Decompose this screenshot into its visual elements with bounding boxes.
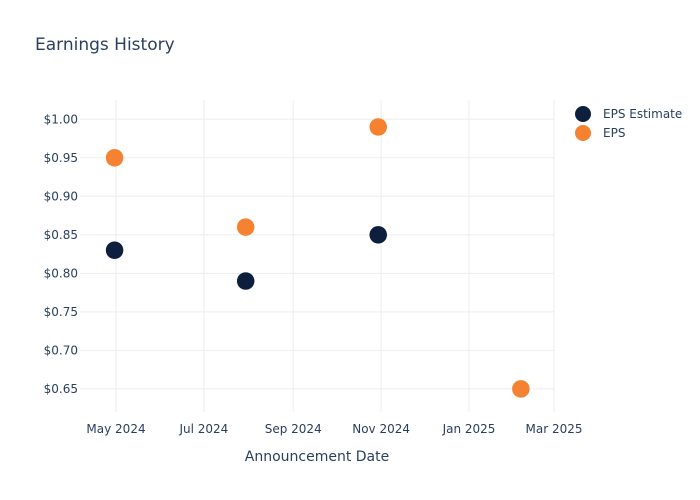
y-axis-ticks: $0.65 $0.70 $0.75 $0.80 $0.85 $0.90 $0.95 $1.00 xyxy=(44,112,78,396)
eps-point xyxy=(368,117,388,137)
legend-marker xyxy=(575,125,591,141)
y-tick-label: $1.00 xyxy=(44,112,78,126)
grid xyxy=(80,100,555,412)
eps-point xyxy=(105,148,124,168)
eps-estimate-point xyxy=(368,225,388,245)
x-axis-ticks: May 2024 Jul 2024 Sep 2024 Nov 2024 Jan 2025… xyxy=(86,422,582,436)
eps-point xyxy=(511,379,531,399)
legend-label: EPS xyxy=(603,126,625,140)
legend-label: EPS Estimate xyxy=(603,107,682,121)
data-points xyxy=(105,117,531,399)
y-tick-label: $0.90 xyxy=(44,189,78,203)
x-tick-label: Mar 2025 xyxy=(526,422,583,436)
x-axis-title: Announcement Date xyxy=(245,449,389,465)
legend: EPS Estimate EPS xyxy=(575,106,682,141)
x-tick-label: Jan 2025 xyxy=(442,422,496,436)
y-tick-label: $0.80 xyxy=(44,266,78,280)
y-tick-label: $0.95 xyxy=(44,151,78,165)
x-tick-label: Jul 2024 xyxy=(178,422,228,436)
y-tick-label: $0.85 xyxy=(44,228,78,242)
y-tick-label: $0.75 xyxy=(44,305,78,319)
x-tick-label: May 2024 xyxy=(86,422,145,436)
x-tick-label: Nov 2024 xyxy=(352,422,410,436)
legend-marker xyxy=(575,106,591,122)
eps-estimate-point xyxy=(105,240,124,260)
y-tick-label: $0.70 xyxy=(44,343,78,357)
x-tick-label: Sep 2024 xyxy=(265,422,322,436)
eps-estimate-point xyxy=(236,271,255,291)
y-tick-label: $0.65 xyxy=(44,382,78,396)
eps-point xyxy=(236,217,255,237)
chart-title: Earnings History xyxy=(35,35,175,55)
